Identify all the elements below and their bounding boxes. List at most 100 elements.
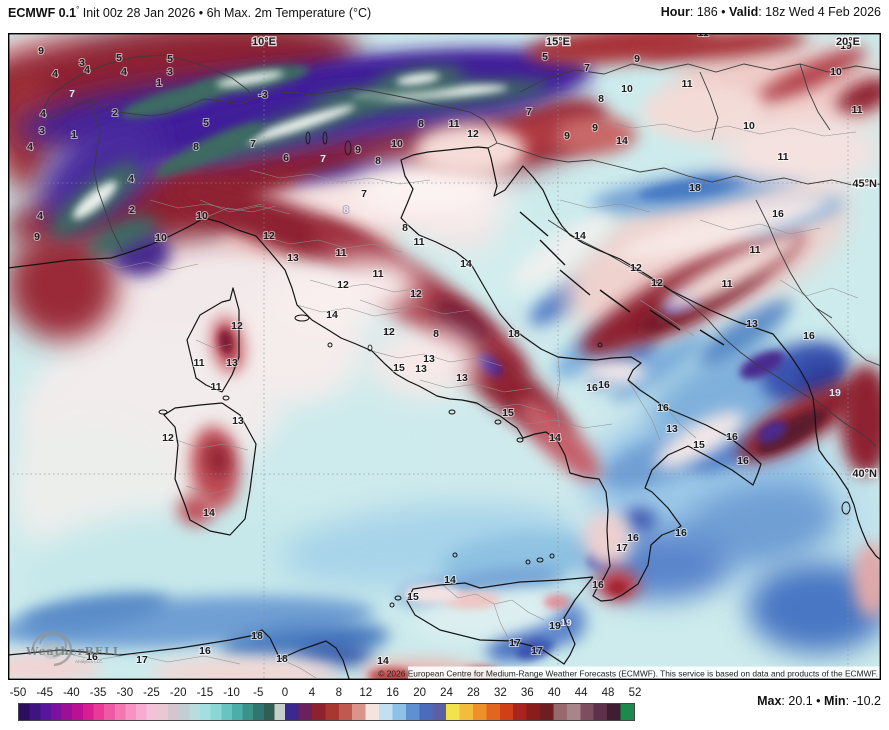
temp-value-label: 5	[542, 51, 548, 63]
temp-value-label: 5	[167, 53, 173, 65]
temp-value-label: 15	[393, 362, 405, 374]
map-frame	[8, 33, 881, 680]
temp-value-label: 14	[460, 258, 472, 270]
temp-value-label: 19	[829, 387, 841, 399]
temp-value-label: 11	[851, 104, 862, 116]
temp-value-label: 5	[116, 52, 122, 64]
temp-value-label: 11	[413, 236, 424, 248]
temp-value-label: 9	[355, 144, 361, 156]
temp-value-label: 7	[320, 153, 326, 165]
temp-value-label: 15	[407, 591, 419, 603]
colorbar-tick: 16	[386, 687, 400, 699]
temp-value-label: 16	[675, 527, 687, 539]
colorbar-tick: 12	[359, 687, 373, 699]
temp-value-label: 16	[657, 402, 669, 414]
temp-value-label: 18	[276, 653, 288, 665]
hour-label: Hour	[660, 5, 690, 19]
temp-value-label: 9	[34, 231, 40, 243]
grid-label: 40°N	[852, 468, 877, 480]
temp-value-label: 7	[250, 138, 256, 150]
temp-value-label: -3	[258, 89, 267, 101]
temp-value-label: 13	[666, 423, 678, 435]
colorbar-tick: 4	[308, 687, 316, 699]
temp-value-label: 7	[361, 188, 367, 200]
forecast-valid-info: Hour: 186 • Valid: 18z Wed 4 Feb 2026	[660, 5, 881, 19]
temp-value-label: 16	[726, 431, 738, 443]
temp-value-label: 17	[509, 637, 521, 649]
temp-value-label: 8	[598, 93, 604, 105]
temp-value-label: 12	[630, 262, 642, 274]
temp-value-label: 8	[375, 155, 381, 167]
temp-value-label: 11	[193, 357, 204, 369]
temperature-field	[8, 33, 881, 680]
temp-value-label: 9	[634, 53, 640, 65]
copyright-notice: © 2026 European Centre for Medium-Range …	[378, 669, 878, 679]
temp-value-label: 4	[40, 108, 46, 120]
temp-value-label: 4	[84, 64, 90, 76]
grid-label: 45°N	[852, 178, 877, 190]
temp-value-label: 10	[391, 138, 403, 150]
colorbar-tick: 48	[601, 687, 615, 699]
temp-value-label: 6	[283, 152, 289, 164]
valid-label: Valid	[729, 5, 759, 19]
temp-value-label: 18	[689, 182, 701, 194]
colorbar-tick: 32	[493, 687, 507, 699]
grid-label: 15°E	[546, 36, 570, 48]
temp-value-label: 11	[721, 278, 732, 290]
temp-value-label: 19	[840, 40, 852, 52]
model-name: ECMWF 0.1	[8, 6, 77, 21]
temp-value-label: 18	[508, 328, 520, 340]
colorbar-tick: -40	[63, 687, 80, 699]
temp-value-label: 4	[121, 66, 127, 78]
colorbar-tick: 52	[628, 687, 642, 699]
temp-value-label: 8	[433, 328, 439, 340]
temp-value-label: 14	[326, 309, 338, 321]
temp-value-label: 11	[335, 247, 346, 259]
temp-value-label: 9	[38, 45, 44, 57]
temp-value-label: 1	[71, 129, 77, 141]
temp-value-label: 9	[592, 122, 598, 134]
temp-value-label: 13	[746, 318, 758, 330]
temp-value-label: 4	[128, 173, 134, 185]
temp-value-label: 13	[423, 353, 435, 365]
small-islands	[158, 314, 851, 608]
temp-value-label: 3	[79, 57, 85, 69]
temp-value-label: 11	[448, 118, 459, 130]
temp-value-label: 19	[560, 617, 572, 629]
map-subtitle: Init 00z 28 Jan 2026 • 6h Max. 2m Temper…	[79, 6, 372, 21]
temp-value-label: 13	[456, 372, 468, 384]
colorbar-tick: -15	[196, 687, 214, 699]
temp-value-label: 14	[549, 432, 561, 444]
colorbar-tick: 28	[467, 687, 480, 699]
temp-value-label: 11	[681, 78, 692, 90]
temp-value-label: 12	[231, 320, 243, 332]
temp-value-label: 16	[592, 579, 604, 591]
temp-value-label: 9	[564, 130, 570, 142]
temp-value-label: 13	[226, 357, 238, 369]
colorbar-tick: -50	[9, 687, 27, 699]
temp-value-label: 12	[467, 128, 479, 140]
country-borders	[41, 54, 881, 447]
colorbar	[18, 703, 635, 721]
colorbar-tick: -10	[223, 687, 240, 699]
map-title: ECMWF 0.1° Init 00z 28 Jan 2026 • 6h Max…	[8, 5, 371, 20]
temp-value-label: 13	[287, 252, 299, 264]
temp-value-label: 12	[337, 279, 349, 291]
temp-value-label: 11	[210, 381, 221, 393]
colorbar-tick: -45	[36, 687, 53, 699]
copyright-strip	[408, 666, 881, 680]
temp-value-label: 8	[402, 222, 408, 234]
temp-value-label: 5	[203, 117, 209, 129]
temp-value-label: 10	[196, 210, 208, 222]
temp-value-label: 11	[697, 33, 708, 39]
temp-value-label: 8	[418, 118, 424, 130]
temp-value-label: 14	[377, 655, 389, 667]
temp-value-label: 19	[549, 620, 561, 632]
region-borders	[59, 119, 859, 679]
temperature-map: 9 3 4 4 5 4 5 3 1 7 4 3 1 4 2 5 -3 2 4 4 9 8 7 6 7 8 10 10 12 9 8 10 8 11…	[8, 33, 881, 680]
temp-value-label: 17	[136, 654, 148, 666]
colorbar-tick: 8	[335, 687, 343, 699]
colorbar-tick: -35	[89, 687, 107, 699]
